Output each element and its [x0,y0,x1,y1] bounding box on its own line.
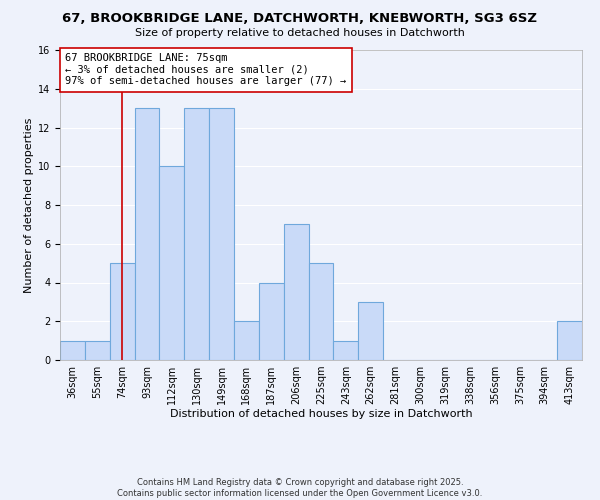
Bar [308,263,334,360]
Text: 67 BROOKBRIDGE LANE: 75sqm
← 3% of detached houses are smaller (2)
97% of semi-d: 67 BROOKBRIDGE LANE: 75sqm ← 3% of detac… [65,53,346,86]
Bar [85,340,110,360]
Bar [110,263,134,360]
Y-axis label: Number of detached properties: Number of detached properties [24,118,34,292]
Bar [358,302,383,360]
Bar [234,322,259,360]
Bar [259,282,284,360]
Bar [557,322,582,360]
Bar [160,166,184,360]
Bar [209,108,234,360]
Text: Size of property relative to detached houses in Datchworth: Size of property relative to detached ho… [135,28,465,38]
Text: Contains HM Land Registry data © Crown copyright and database right 2025.
Contai: Contains HM Land Registry data © Crown c… [118,478,482,498]
Bar [334,340,358,360]
Bar [184,108,209,360]
Bar [284,224,308,360]
X-axis label: Distribution of detached houses by size in Datchworth: Distribution of detached houses by size … [170,408,472,418]
Bar [60,340,85,360]
Bar [134,108,160,360]
Text: 67, BROOKBRIDGE LANE, DATCHWORTH, KNEBWORTH, SG3 6SZ: 67, BROOKBRIDGE LANE, DATCHWORTH, KNEBWO… [62,12,538,26]
